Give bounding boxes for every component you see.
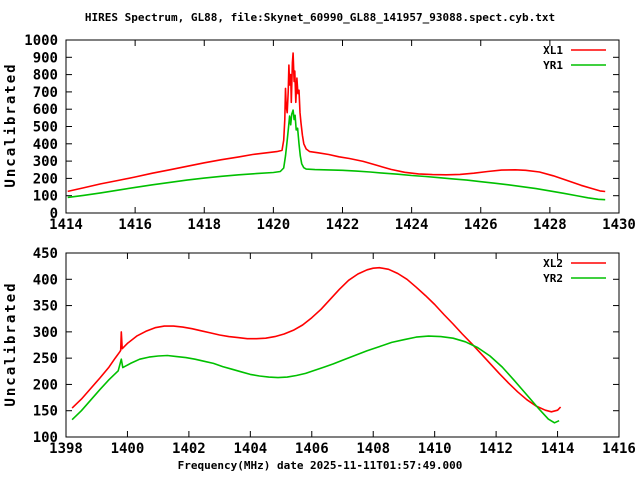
x-tick-label: 1406 — [295, 441, 329, 457]
x-tick-label: 1418 — [187, 217, 221, 233]
x-tick-label: 1430 — [602, 217, 636, 233]
x-tick-label: 1412 — [479, 441, 513, 457]
y-tick-label: 700 — [33, 85, 58, 101]
y-tick-label: 250 — [33, 351, 58, 367]
x-tick-label: 1416 — [602, 441, 636, 457]
x-tick-label: 1414 — [541, 441, 575, 457]
y-tick-label: 400 — [33, 137, 58, 153]
chart1-plot-border — [65, 39, 620, 214]
series-XL2-line — [71, 266, 562, 413]
x-tick-label: 1398 — [49, 441, 83, 457]
x-tick-label: 1420 — [257, 217, 291, 233]
x-tick-label: 1410 — [418, 441, 452, 457]
y-tick-label: 600 — [33, 102, 58, 118]
x-tick-label: 1426 — [464, 217, 498, 233]
figure-title: HIRES Spectrum, GL88, file:Skynet_60990_… — [84, 11, 556, 24]
x-tick-label: 1428 — [533, 217, 567, 233]
series-YR1-line — [67, 109, 606, 201]
y-tick-label: 200 — [33, 171, 58, 187]
x-tick-label: 1414 — [49, 217, 83, 233]
y-tick-label: 900 — [33, 50, 58, 66]
legend-label-YR1: YR1 — [543, 59, 563, 72]
x-tick-label: 1404 — [233, 441, 267, 457]
y-tick-label: 500 — [33, 120, 58, 136]
y-tick-label: 1000 — [24, 33, 58, 49]
legend-label-YR2: YR2 — [543, 272, 563, 285]
x-tick-label: 1424 — [395, 217, 429, 233]
y-tick-label: 350 — [33, 299, 58, 315]
x-tick-label: 1408 — [356, 441, 390, 457]
x-axis-label: Frequency(MHz) date 2025-11-11T01:57:49.… — [177, 459, 463, 472]
series-YR2-line — [71, 335, 560, 424]
series-XL1-line — [67, 52, 606, 193]
chart2-plot-border — [65, 252, 620, 438]
x-tick-label: 1422 — [326, 217, 360, 233]
y-tick-label: 300 — [33, 325, 58, 341]
x-tick-label: 1400 — [111, 441, 145, 457]
y-tick-label: 400 — [33, 272, 58, 288]
y-tick-label: 200 — [33, 377, 58, 393]
legend-label-XL1: XL1 — [543, 44, 563, 57]
y-tick-label: 100 — [33, 430, 58, 446]
x-tick-label: 1416 — [118, 217, 152, 233]
y-tick-label: 450 — [33, 246, 58, 262]
y-tick-label: 300 — [33, 154, 58, 170]
y-tick-label: 150 — [33, 404, 58, 420]
y-tick-label: 800 — [33, 68, 58, 84]
y-tick-label: 0 — [50, 206, 58, 222]
legend-label-XL2: XL2 — [543, 257, 563, 270]
y-tick-label: 100 — [33, 189, 58, 205]
x-tick-label: 1402 — [172, 441, 206, 457]
